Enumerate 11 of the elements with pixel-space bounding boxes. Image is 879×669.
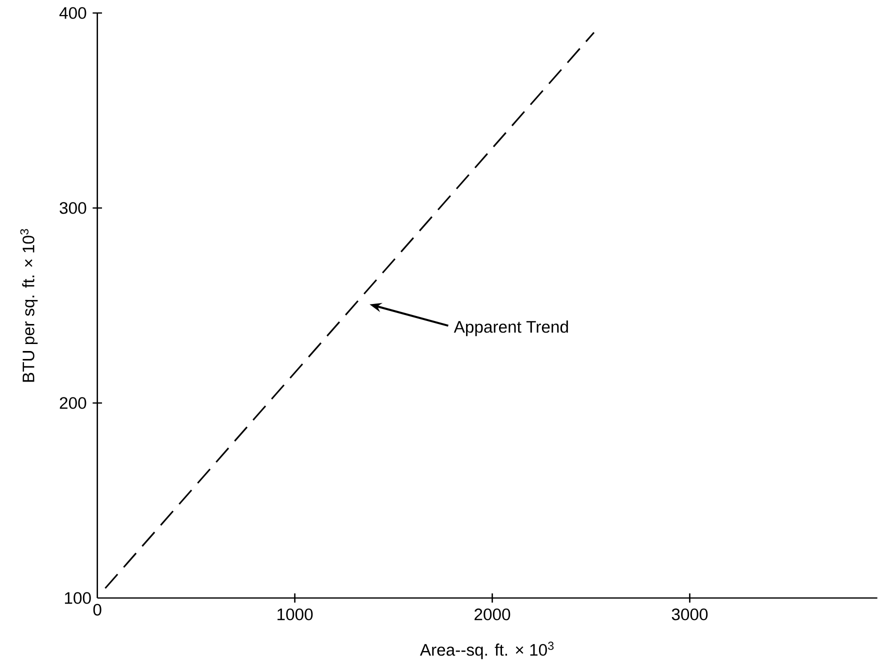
y-tick-label: 200 — [60, 397, 86, 409]
y-tick-label: 300 — [60, 202, 86, 214]
y-tick-label: 400 — [59, 7, 86, 19]
x-axis-title: Area--sq. ft. × 10$^{3}$ — [420, 642, 554, 660]
x-tick-label: 0 — [93, 604, 102, 616]
y-tick-label: 100 — [64, 592, 91, 604]
x-tick-label: 2000 — [474, 608, 510, 620]
annotation: Apparent Trend — [454, 320, 568, 336]
x-tick-label: 1000 — [278, 608, 313, 620]
x-tick-label: 3000 — [672, 608, 708, 620]
y-axis-title: BTU per sq. ft. × 10$^{3}$ — [20, 229, 38, 382]
